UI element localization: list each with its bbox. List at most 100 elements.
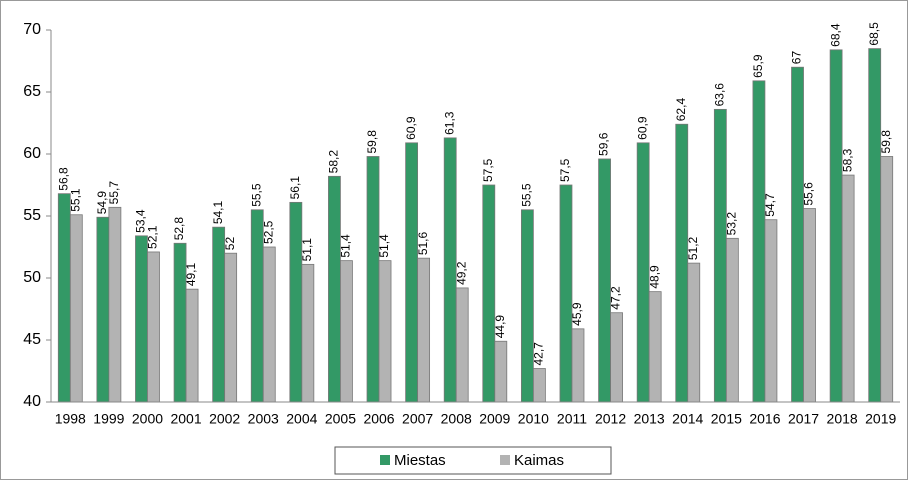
bar — [610, 312, 623, 403]
x-tick-label: 2006 — [363, 411, 394, 427]
bar — [752, 80, 766, 403]
value-label: 51,4 — [377, 234, 391, 258]
bar — [108, 206, 122, 403]
value-label: 42,7 — [532, 342, 546, 366]
value-label: 59,8 — [365, 130, 379, 154]
bar — [764, 219, 778, 403]
bar — [725, 237, 739, 403]
value-label: 54,1 — [211, 200, 225, 224]
x-tick-label: 2015 — [711, 411, 742, 427]
value-label: 68,5 — [867, 22, 881, 46]
x-tick-label: 2010 — [518, 411, 549, 427]
value-label: 68,4 — [828, 23, 842, 47]
bar — [378, 260, 392, 403]
value-label: 51,6 — [416, 231, 430, 255]
value-label: 57,5 — [481, 158, 495, 182]
value-label: 62,4 — [674, 98, 688, 122]
legend-label: Kaimas — [514, 452, 564, 469]
bar — [675, 123, 689, 403]
bar — [648, 291, 662, 403]
legend-swatch — [380, 455, 390, 465]
value-label: 56,1 — [288, 176, 302, 200]
value-label: 47,2 — [609, 286, 623, 310]
value-label: 55,5 — [249, 183, 263, 207]
bar — [289, 201, 303, 403]
x-tick-label: 2013 — [634, 411, 665, 427]
bar — [147, 251, 160, 403]
bar — [57, 193, 71, 403]
bar — [328, 175, 341, 403]
value-label: 49,1 — [184, 262, 198, 286]
value-label: 59,8 — [879, 130, 893, 154]
y-tick-label: 40 — [23, 393, 41, 410]
value-label: 52 — [223, 237, 237, 251]
x-tick-label: 2003 — [248, 411, 279, 427]
bar — [212, 226, 226, 403]
x-tick-label: 2016 — [749, 411, 780, 427]
bar — [340, 260, 353, 403]
bar — [301, 263, 315, 403]
bar — [571, 328, 585, 403]
value-label: 51,4 — [339, 234, 353, 258]
bar — [224, 252, 238, 403]
value-label: 51,2 — [686, 236, 700, 260]
value-label: 65,9 — [751, 54, 765, 78]
value-label: 48,9 — [647, 265, 661, 289]
x-tick-label: 2000 — [132, 411, 163, 427]
bar — [559, 184, 573, 403]
value-label: 55,7 — [107, 181, 121, 205]
legend-swatch — [500, 455, 510, 465]
value-label: 55,6 — [802, 182, 816, 206]
x-tick-label: 2004 — [286, 411, 317, 427]
x-tick-label: 2002 — [209, 411, 240, 427]
x-tick-label: 2014 — [672, 411, 703, 427]
value-label: 55,1 — [68, 188, 82, 212]
value-label: 54,7 — [763, 193, 777, 217]
bar — [880, 156, 894, 403]
y-tick-label: 45 — [23, 331, 41, 348]
bar — [829, 49, 843, 403]
bar — [405, 142, 419, 403]
bar — [868, 48, 882, 403]
x-tick-label: 2005 — [325, 411, 356, 427]
x-tick-label: 2019 — [865, 411, 896, 427]
x-tick-label: 2012 — [595, 411, 626, 427]
x-tick-label: 1999 — [93, 411, 124, 427]
value-label: 58,2 — [327, 150, 341, 174]
bar — [96, 216, 110, 403]
bar — [482, 184, 496, 403]
value-label: 60,9 — [635, 116, 649, 140]
x-tick-label: 2011 — [557, 411, 587, 427]
bar — [185, 288, 199, 403]
bar — [520, 209, 534, 403]
x-tick-label: 2001 — [170, 411, 201, 427]
value-label: 58,3 — [840, 148, 854, 172]
value-label: 59,6 — [597, 132, 611, 156]
value-label: 51,1 — [300, 238, 314, 262]
y-tick-label: 65 — [23, 83, 41, 100]
y-tick-label: 70 — [23, 21, 41, 38]
bar — [713, 108, 727, 403]
legend-box — [334, 446, 612, 475]
value-label: 63,6 — [713, 83, 727, 107]
value-label: 61,3 — [442, 111, 456, 135]
y-tick-label: 60 — [23, 145, 41, 162]
legend-label: Miestas — [394, 452, 446, 469]
bar — [494, 340, 508, 403]
value-label: 53,2 — [725, 212, 739, 236]
bar — [69, 214, 83, 403]
value-label: 52,5 — [261, 220, 275, 244]
value-label: 52,8 — [172, 217, 186, 241]
value-label: 45,9 — [570, 302, 584, 326]
bar — [803, 208, 816, 403]
bar — [417, 257, 431, 403]
value-label: 54,9 — [95, 191, 109, 215]
x-tick-label: 2008 — [441, 411, 472, 427]
value-label: 55,5 — [520, 183, 534, 207]
bar — [687, 262, 701, 403]
value-label: 57,5 — [558, 158, 572, 182]
x-tick-label: 2009 — [479, 411, 510, 427]
value-label: 56,8 — [56, 167, 70, 191]
bar — [791, 66, 804, 403]
